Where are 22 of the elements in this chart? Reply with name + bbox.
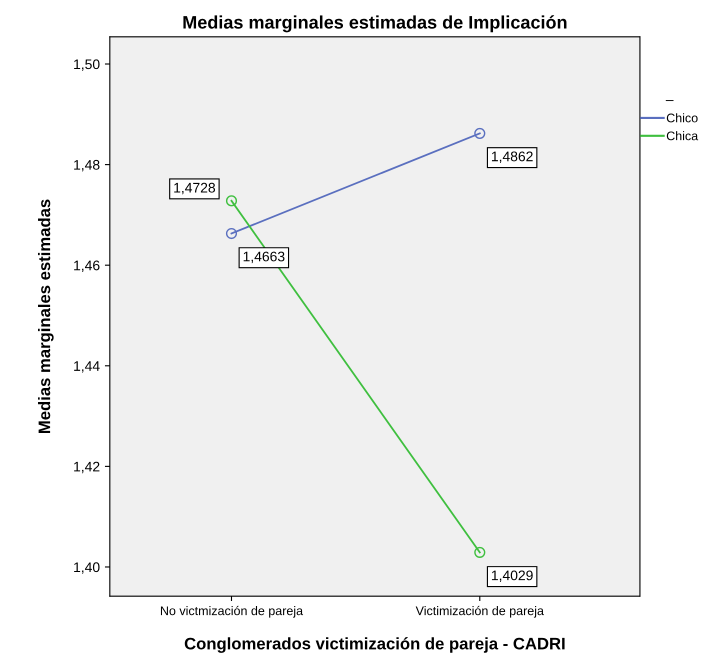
y-axis-title: Medias marginales estimadas — [38, 200, 54, 434]
point — [226, 195, 238, 206]
y-tick-label: 1,42 — [74, 462, 100, 474]
x-axis-title: Conglomerados victimización de pareja - CADRI — [184, 637, 565, 653]
x-tick-label: Victimización de pareja — [416, 606, 544, 618]
y-tick-label: 1,44 — [74, 361, 100, 373]
point — [474, 546, 486, 558]
data-label: 1,4728 — [174, 182, 216, 194]
data-label: 1,4663 — [244, 252, 284, 264]
data-label: 1,4029 — [492, 570, 533, 582]
y-tick-label: 1,50 — [74, 59, 100, 71]
point — [474, 128, 486, 139]
legend-label: Chica — [666, 131, 698, 140]
point — [226, 228, 238, 240]
data-label: 1,4862 — [492, 151, 533, 163]
y-tick-label: 1,46 — [74, 260, 100, 272]
legend-label: Chico — [666, 113, 698, 122]
chart-title: Medias marginales estimadas de Implicación — [183, 15, 566, 32]
legend-title: – — [666, 100, 674, 102]
x-tick-label: No victmización de pareja — [160, 606, 304, 618]
y-tick-label: 1,40 — [74, 562, 100, 574]
y-tick-label: 1,48 — [74, 160, 100, 172]
